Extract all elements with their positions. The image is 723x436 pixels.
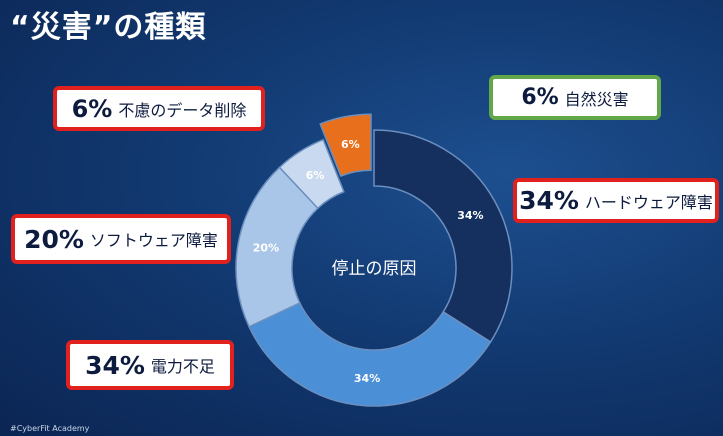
label-power-outage: 34% 電力不足 [66,340,234,390]
label-percent: 6% [521,85,559,110]
label-text: 電力不足 [150,357,215,376]
label-text: 不慮のデータ削除 [118,100,247,120]
label-percent: 34% [85,350,145,380]
footer-brand: #CyberFit Academy [10,424,90,433]
label-text: ハードウェア障害 [584,192,713,212]
label-text: ソフトウェア障害 [89,231,218,250]
slice-hardware-failure [373,129,513,343]
label-text: 自然災害 [564,89,629,109]
slice-value-label: 6% [341,138,360,151]
slice-value-label: 6% [306,169,325,182]
label-percent: 20% [24,224,84,254]
label-hardware-failure: 34% ハードウェア障害 [513,178,719,223]
label-accidental-deletion: 6% 不慮のデータ削除 [53,86,265,131]
slice-value-label: 34% [457,209,483,222]
slice-accidental-deletion [319,113,372,178]
label-percent: 34% [519,186,579,215]
slice-value-label: 34% [354,372,380,385]
label-natural-disaster: 6% 自然災害 [489,75,661,120]
label-percent: 6% [71,94,113,123]
donut-center-label: 停止の原因 [332,259,417,279]
slice-value-label: 20% [253,241,279,254]
slice-natural-disaster [278,138,345,210]
label-software-failure: 20% ソフトウェア障害 [11,214,231,264]
page-title: “災害”の種類 [10,10,207,45]
slice-power-outage [248,301,492,407]
